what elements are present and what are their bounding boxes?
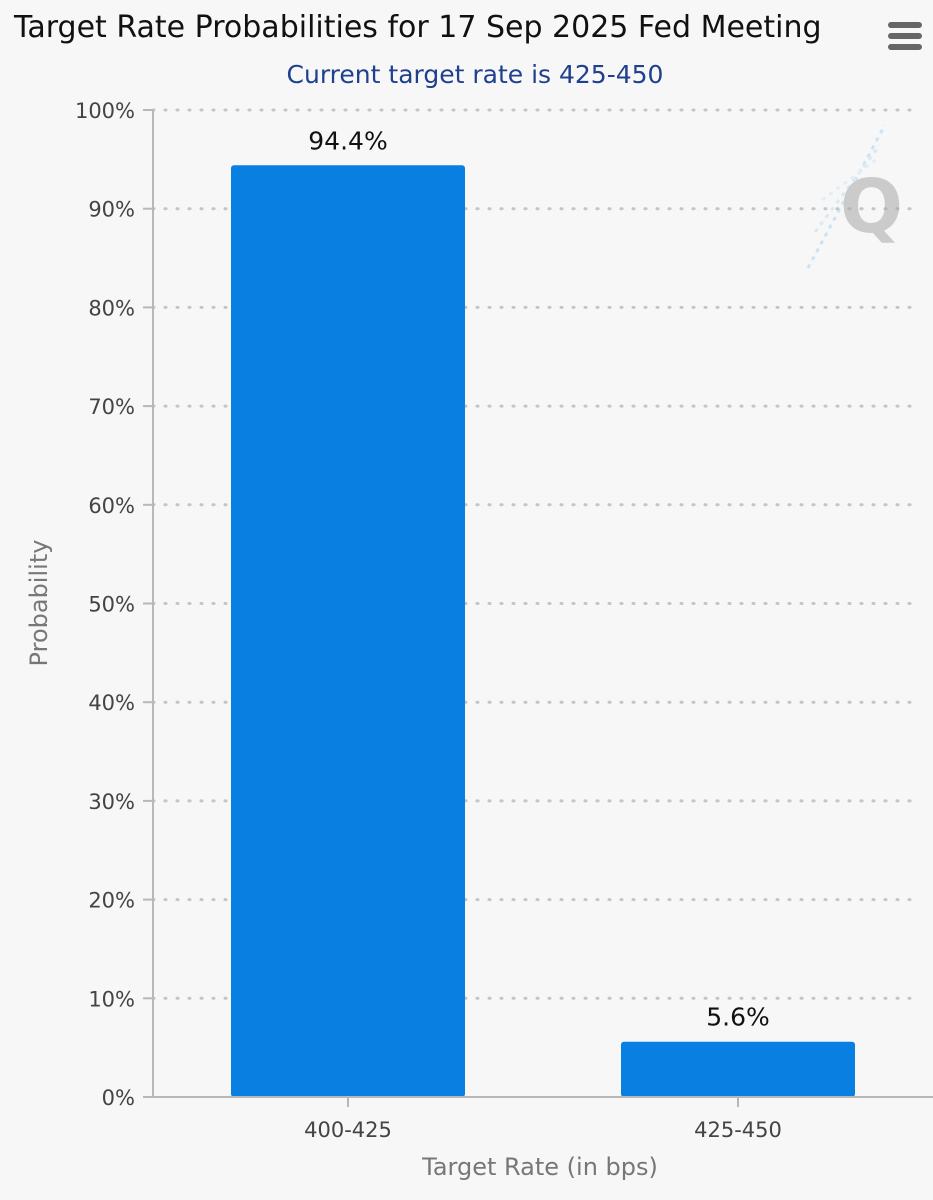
chart-subtitle: Current target rate is 425-450 xyxy=(286,60,664,89)
gridlines xyxy=(151,108,922,1000)
labels: 0% 10% 20% 30% 40% 50% 60% 70% 80% 90% 100% 94.4% 40… xyxy=(75,99,782,1142)
bar-400-425[interactable] xyxy=(231,165,465,1098)
y-tick-label: 40% xyxy=(88,691,135,715)
svg-text:Q: Q xyxy=(840,164,903,250)
y-tick-label: 0% xyxy=(102,1086,135,1110)
y-tick-label: 30% xyxy=(88,790,135,814)
y-tick-label: 10% xyxy=(88,987,135,1011)
y-tick-label: 20% xyxy=(88,889,135,913)
axes xyxy=(143,109,933,1107)
bars xyxy=(231,165,855,1098)
data-label: 94.4% xyxy=(308,126,387,155)
y-axis-title: Probability xyxy=(25,540,53,667)
menu-button[interactable] xyxy=(884,18,926,54)
chart-title: Target Rate Probabilities for 17 Sep 202… xyxy=(14,10,822,45)
q-logo-icon: Q xyxy=(806,124,903,269)
y-tick-label: 100% xyxy=(75,99,135,123)
y-tick-label: 80% xyxy=(88,296,135,320)
data-label: 5.6% xyxy=(706,1003,770,1032)
y-tick-label: 70% xyxy=(88,395,135,419)
y-tick-label: 50% xyxy=(88,593,135,617)
x-axis-title: Target Rate (in bps) xyxy=(421,1153,658,1181)
x-tick-label: 400-425 xyxy=(304,1118,392,1142)
y-tick-label: 60% xyxy=(88,494,135,518)
x-tick-label: 425-450 xyxy=(694,1118,782,1142)
bar-425-450[interactable] xyxy=(621,1041,855,1097)
y-tick-label: 90% xyxy=(88,198,135,222)
